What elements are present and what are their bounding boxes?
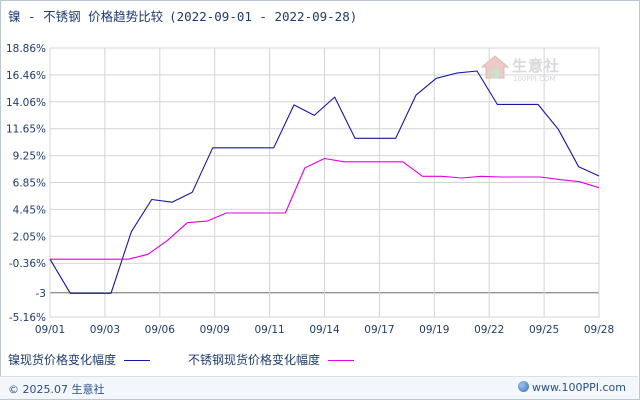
house-icon <box>480 55 510 79</box>
y-tick-label: 9.25% <box>13 151 46 163</box>
chart-title: 镍 - 不锈钢 价格趋势比较 (2022-09-01 - 2022-09-28) <box>8 6 357 25</box>
y-tick-label: 16.46% <box>6 70 46 82</box>
x-tick-label: 09/01 <box>35 324 65 336</box>
y-tick-label: 6.85% <box>13 178 46 190</box>
y-tick-label: 2.05% <box>13 231 46 243</box>
watermark-logo: 生意社 100PPI.COM <box>480 54 559 84</box>
x-tick-label: 09/03 <box>90 324 120 336</box>
x-tick-label: 09/14 <box>309 324 340 336</box>
x-tick-label: 09/09 <box>200 324 230 336</box>
legend-swatch-2 <box>328 360 355 361</box>
watermark-text: 生意社 <box>512 57 561 75</box>
chart-series <box>49 70 600 294</box>
footer: © 2025.07 生意社 www.100PPI.com <box>0 376 638 399</box>
footer-copyright: © 2025.07 生意社 <box>8 383 105 396</box>
y-tick-label: -3 <box>36 288 46 300</box>
y-tick-label: 14.06% <box>6 97 46 109</box>
y-axis-ticks: 18.86% 16.46% 14.06% 11.65% 9.25% 6.85% 4.45% 2… <box>6 43 46 324</box>
legend-label-2: 不锈钢现货价格变化幅度 <box>188 353 321 367</box>
legend-label-1: 镍现货价格变化幅度 <box>8 353 117 367</box>
footer-site-label: www.100PPI.com <box>532 381 626 394</box>
series-line-2 <box>50 157 600 260</box>
x-tick-label: 09/25 <box>529 324 559 336</box>
legend-swatch-1 <box>124 360 151 361</box>
chart-title-main: 镍 - 不锈钢 价格趋势比较 <box>8 9 164 24</box>
y-tick-label: 18.86% <box>6 43 46 55</box>
y-tick-label: -0.36% <box>9 258 46 270</box>
x-axis-ticks: 09/01 09/03 09/06 09/09 09/11 09/14 09/17 09/19… <box>35 324 614 336</box>
chart-grid <box>49 47 600 318</box>
legend-series-1: 镍现货价格变化幅度 <box>8 351 151 368</box>
watermark-sub: 100PPI.COM <box>513 75 556 83</box>
legend-series-2: 不锈钢现货价格变化幅度 <box>188 351 355 368</box>
x-tick-label: 09/17 <box>364 324 394 336</box>
footer-site: www.100PPI.com <box>518 381 626 394</box>
y-tick-label: 4.45% <box>13 204 46 216</box>
x-tick-label: 09/22 <box>474 324 504 336</box>
x-tick-label: 09/28 <box>584 324 614 336</box>
x-tick-label: 09/06 <box>145 324 176 336</box>
series-line-1 <box>49 70 600 294</box>
globe-icon <box>518 381 530 392</box>
y-tick-label: -5.16% <box>9 312 46 324</box>
x-tick-label: 09/19 <box>419 324 449 336</box>
x-tick-label: 09/11 <box>254 324 284 336</box>
chart-title-range: (2022-09-01 - 2022-09-28) <box>169 9 358 24</box>
y-tick-label: 11.65% <box>6 124 46 136</box>
